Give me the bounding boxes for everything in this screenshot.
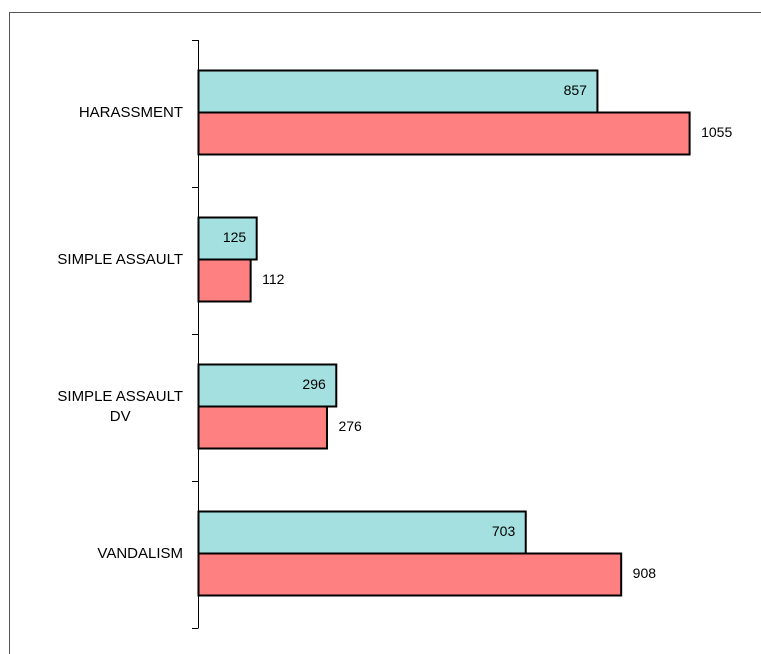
data-labels: 857 1055 125 112 296 276 703 908	[223, 82, 733, 581]
bar-series-2-simple-assault-dv	[197, 405, 328, 450]
category-labels: HARASSMENT SIMPLE ASSAULT SIMPLE ASSAULT DV…	[57, 104, 183, 562]
bar-series-2-vandalism	[197, 552, 623, 597]
bar-series-1-vandalism	[197, 510, 527, 555]
category-label-vandalism: VANDALISM	[97, 545, 183, 562]
data-label-series-1-vandalism: 703	[492, 523, 516, 539]
bar-series-1-simple-assault	[197, 216, 258, 261]
chart-border	[9, 12, 761, 654]
data-label-series-1-simple-assault: 125	[223, 229, 247, 245]
bar-series-2-harassment	[197, 111, 691, 156]
data-label-series-1-harassment: 857	[564, 82, 588, 98]
bars	[197, 69, 691, 597]
data-label-series-2-simple-assault-dv: 276	[338, 418, 362, 434]
data-label-series-2-harassment: 1055	[701, 124, 732, 140]
category-label-simple-assault-dv: SIMPLE ASSAULT DV	[57, 388, 183, 425]
bar-series-2-simple-assault	[197, 258, 252, 303]
data-label-series-1-simple-assault-dv: 296	[302, 376, 326, 392]
data-label-series-2-simple-assault: 112	[262, 271, 285, 287]
bar-series-1-harassment	[197, 69, 599, 114]
category-label-harassment: HARASSMENT	[79, 104, 183, 121]
data-label-series-2-vandalism: 908	[633, 565, 657, 581]
category-label-simple-assault: SIMPLE ASSAULT	[57, 251, 183, 268]
